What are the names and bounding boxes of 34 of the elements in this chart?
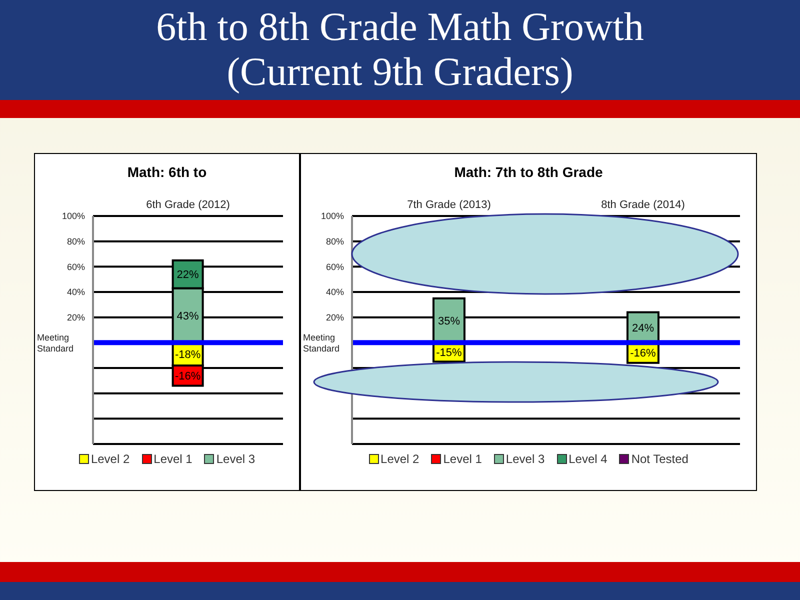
y-tick-label: 40% [326, 287, 344, 298]
data-label: 24% [632, 322, 654, 334]
y-tick-label: 20% [326, 312, 344, 323]
legend-label: Level 3 [215, 452, 256, 466]
legend-label: Level 1 [442, 452, 482, 466]
data-label: -18% [174, 348, 201, 361]
x-tick-label: 8th Grade (2014) [601, 199, 685, 211]
x-tick-label: 7th Grade (2013) [407, 199, 491, 211]
data-label: -16% [174, 370, 201, 383]
chart-title: Math: 6th to [126, 164, 208, 182]
y-tick-label: 60% [326, 262, 344, 272]
x-tick-label: 6th Grade (2012) [146, 199, 230, 211]
y-tick-label: 20% [66, 312, 85, 323]
y-tick-label: 60% [66, 262, 85, 272]
legend-label: Level 2 [90, 452, 130, 466]
y-tick-label: 100% [62, 211, 85, 222]
data-label: 43% [176, 310, 200, 322]
y-tick-label: 80% [326, 236, 344, 247]
y-tick-label: 40% [66, 287, 85, 298]
legend-label: Not Tested [630, 452, 688, 466]
legend-label: Level 2 [380, 452, 420, 466]
data-label: 35% [438, 315, 460, 328]
legend-label: Level 4 [568, 452, 608, 466]
ref-line-label: Meeting Standard [303, 332, 340, 354]
legend-label: Level 1 [152, 452, 192, 466]
y-tick-label: 100% [320, 211, 344, 222]
chart-title: Math: 7th to 8th Grade [453, 164, 604, 182]
legend-label: Level 3 [504, 452, 545, 466]
ref-line-label: Meeting Standard [37, 332, 74, 354]
data-label: 22% [176, 269, 200, 282]
data-label: -15% [436, 347, 462, 360]
data-label: -16% [630, 348, 656, 360]
text: 6th to 8th Grade Math Growth (Current 9th Graders) [155, 4, 645, 94]
y-tick-label: 80% [66, 236, 85, 247]
